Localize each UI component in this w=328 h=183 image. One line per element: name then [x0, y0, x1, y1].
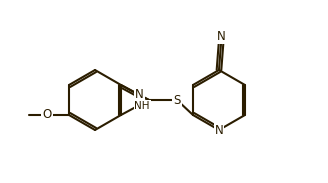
Text: O: O: [42, 109, 51, 122]
Text: NH: NH: [134, 101, 150, 111]
Text: N: N: [216, 31, 225, 44]
Text: N: N: [135, 88, 144, 101]
Text: S: S: [173, 94, 181, 107]
Text: N: N: [215, 124, 223, 137]
